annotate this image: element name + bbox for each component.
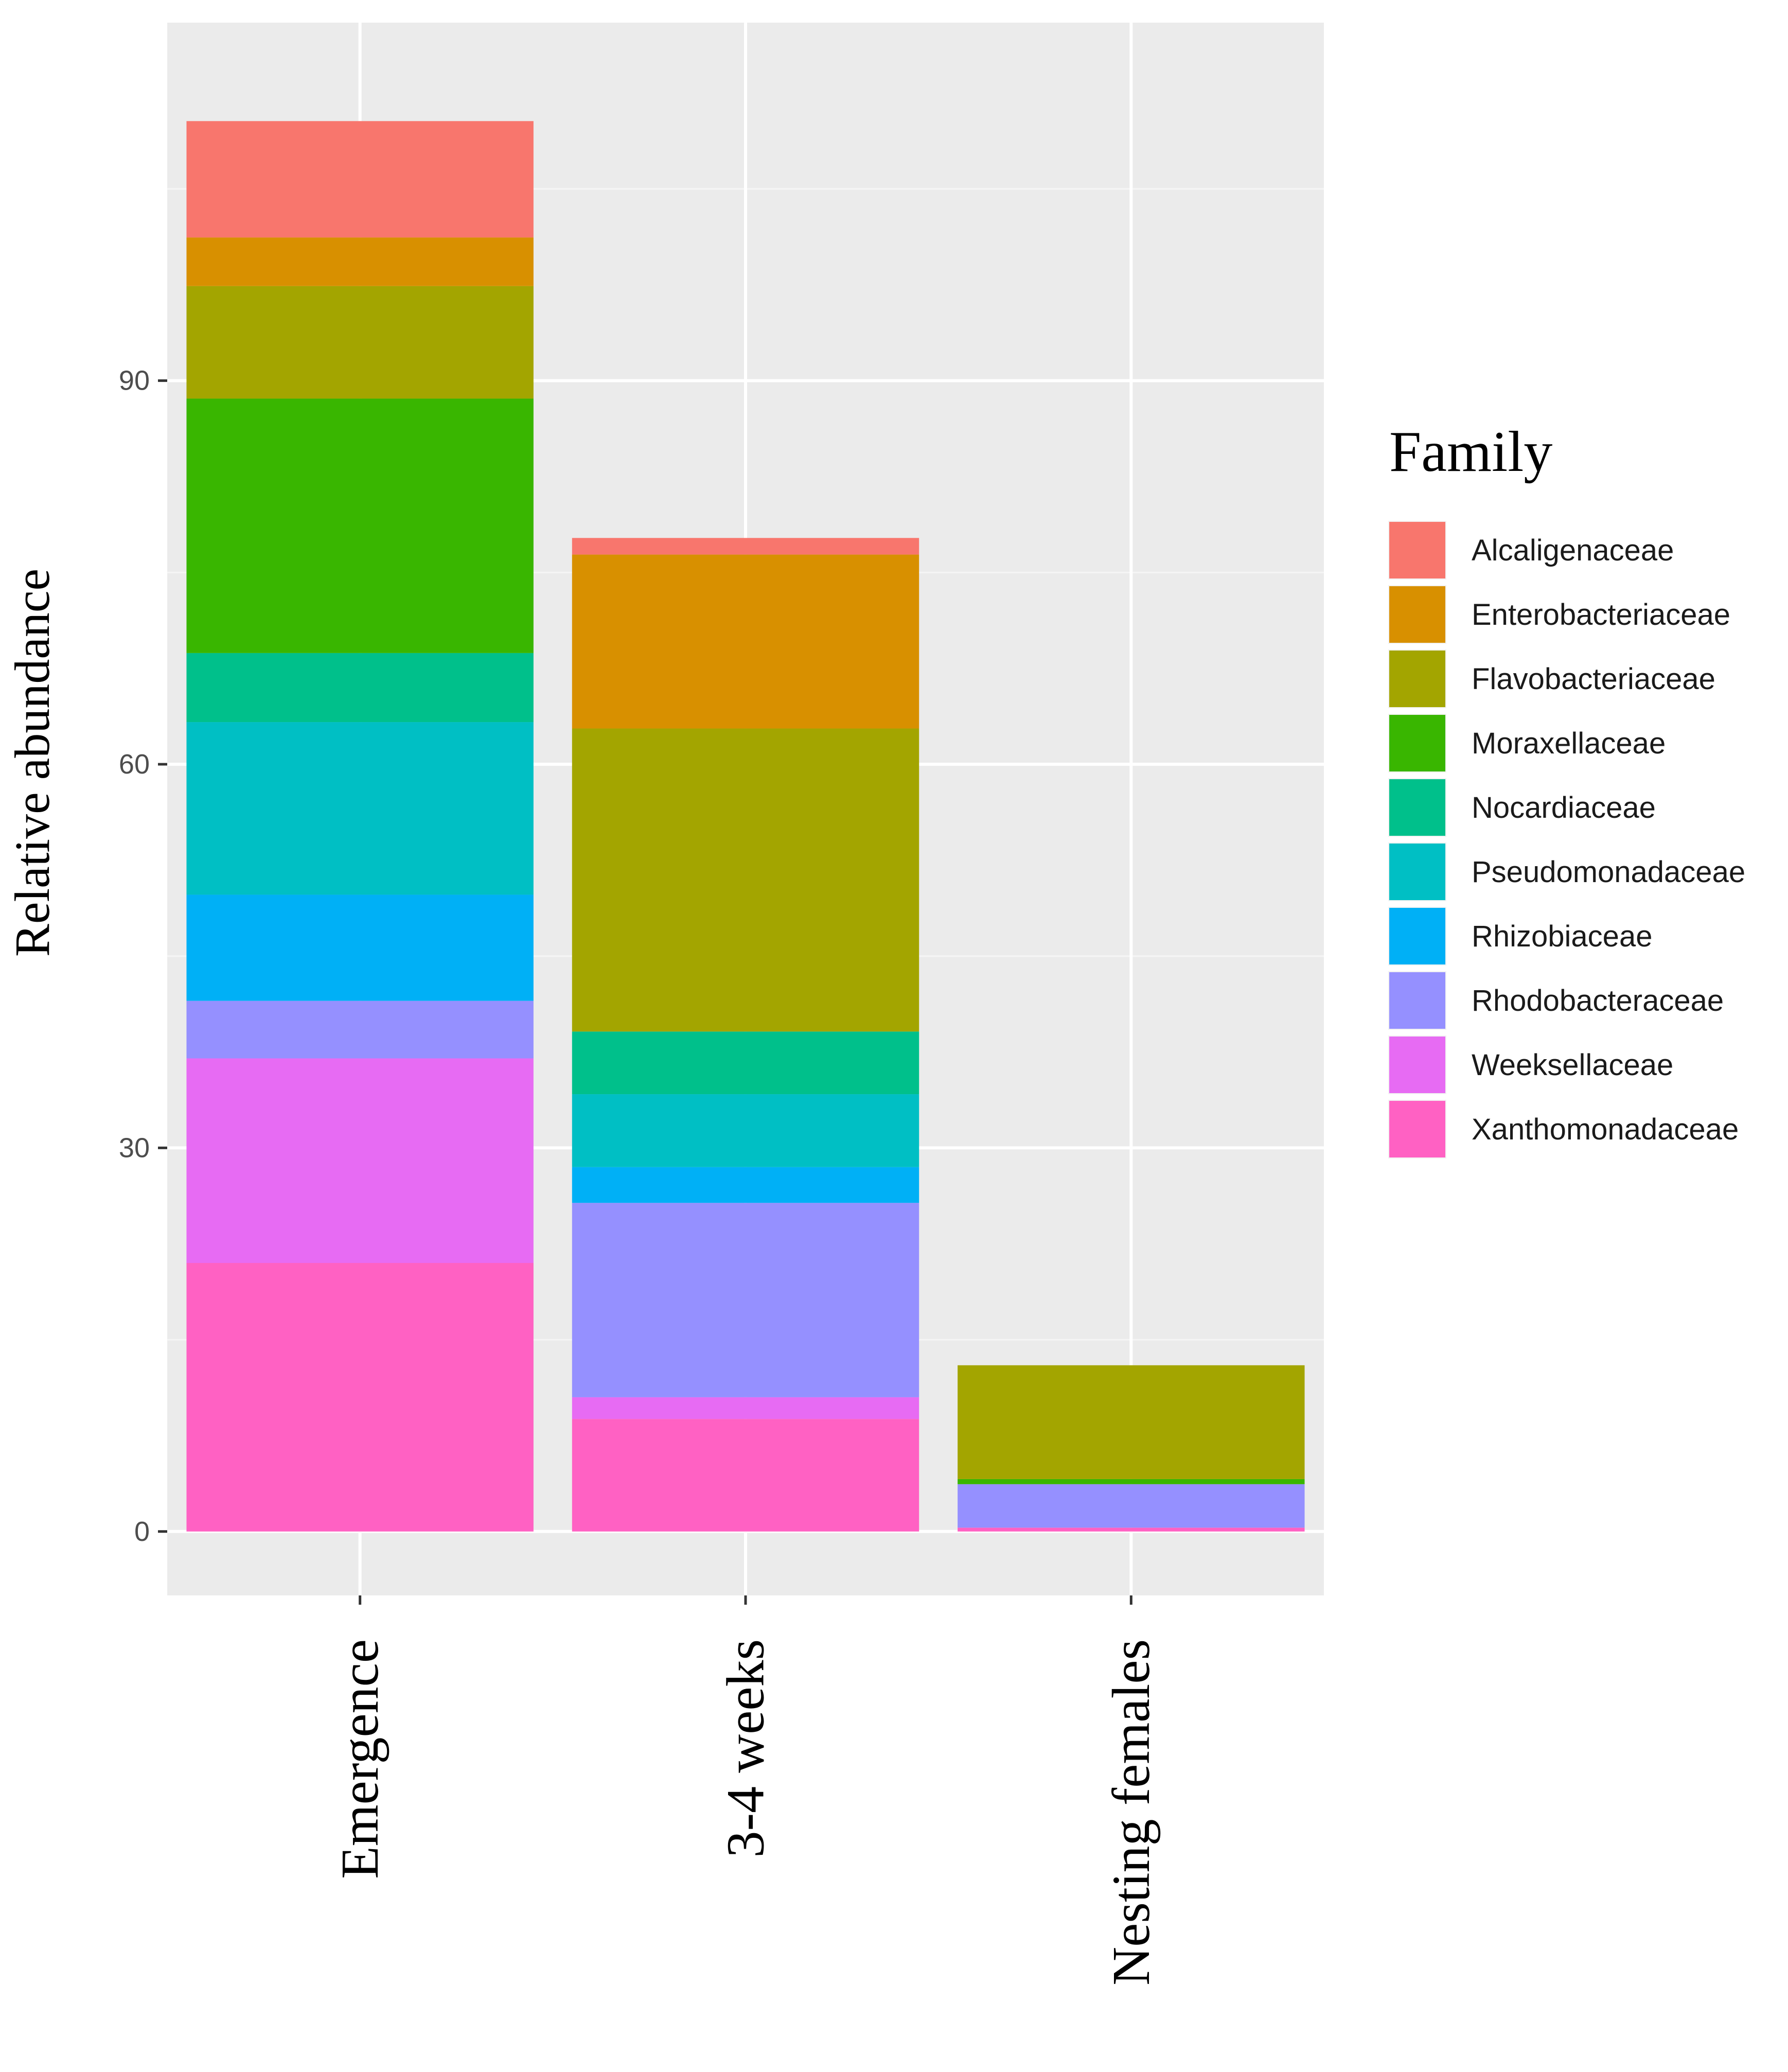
legend-swatch [1389, 1037, 1445, 1093]
x-tick-label: Nesting females [1102, 1639, 1161, 1986]
bar-segment [572, 538, 919, 555]
y-tick-label: 30 [119, 1132, 150, 1163]
bar-stacks [186, 121, 1305, 1532]
bar-stack [958, 1365, 1305, 1532]
legend-label: Nocardiaceae [1472, 791, 1656, 824]
bar-segment [572, 1397, 919, 1419]
legend-swatch [1389, 586, 1445, 643]
legend-swatch [1389, 972, 1445, 1029]
bar-stack [572, 538, 919, 1532]
legend-label: Rhodobacteraceae [1472, 984, 1724, 1017]
legend-item: Rhizobiaceae [1388, 907, 1652, 965]
y-tick-label: 90 [119, 365, 150, 396]
x-axis: Emergence 3-4 weeks Nesting females [330, 1595, 1161, 1986]
legend-label: Weeksellaceae [1472, 1048, 1673, 1082]
bar-segment [186, 722, 534, 895]
bar-segment [572, 554, 919, 729]
legend-swatch [1389, 1101, 1445, 1157]
legend-swatch [1389, 779, 1445, 836]
legend-items: Alcaligenaceae Enterobacteriaceae Flavobac… [1388, 521, 1745, 1158]
bar-segment [186, 121, 534, 238]
bar-segment [572, 1167, 919, 1203]
x-tick-label: Emergence [330, 1639, 390, 1879]
legend-label: Enterobacteriaceae [1472, 598, 1730, 631]
x-tick-label: 3-4 weeks [716, 1639, 775, 1858]
bar-segment [572, 728, 919, 1032]
legend-label: Flavobacteriaceae [1472, 662, 1715, 696]
legend: Family Alcaligenaceae Enterobacteriaceae F… [1388, 420, 1745, 1158]
bar-segment [572, 1031, 919, 1095]
legend-item: Pseudomonadaceae [1388, 842, 1745, 901]
bar-segment [572, 1203, 919, 1397]
y-tick-label: 60 [119, 749, 150, 780]
legend-item: Weeksellaceae [1388, 1035, 1673, 1094]
bar-segment [186, 237, 534, 286]
y-axis: 0 30 60 90 [119, 365, 167, 1547]
y-tick-label: 0 [134, 1516, 150, 1547]
bar-segment [186, 286, 534, 399]
bar-segment [186, 894, 534, 1001]
legend-swatch [1389, 715, 1445, 771]
legend-label: Pseudomonadaceae [1472, 855, 1745, 889]
legend-item: Rhodobacteraceae [1388, 971, 1724, 1030]
bar-segment [958, 1484, 1305, 1528]
bar-segment [186, 398, 534, 653]
bar-segment [186, 1263, 534, 1532]
legend-label: Xanthomonadaceae [1472, 1113, 1739, 1146]
legend-item: Flavobacteriaceae [1388, 649, 1715, 708]
bar-segment [958, 1365, 1305, 1479]
bar-segment [186, 653, 534, 723]
legend-item: Alcaligenaceae [1388, 521, 1674, 580]
legend-label: Moraxellaceae [1472, 727, 1666, 760]
legend-label: Rhizobiaceae [1472, 920, 1652, 953]
legend-swatch [1389, 522, 1445, 578]
legend-item: Xanthomonadaceae [1388, 1100, 1739, 1158]
bar-segment [186, 1000, 534, 1059]
legend-item: Enterobacteriaceae [1388, 585, 1730, 644]
y-axis-label: Relative abundance [5, 569, 60, 957]
bar-segment [186, 1058, 534, 1263]
legend-swatch [1389, 908, 1445, 964]
bar-stack [186, 121, 534, 1532]
legend-title: Family [1389, 420, 1552, 484]
legend-swatch [1389, 844, 1445, 900]
legend-label: Alcaligenaceae [1472, 534, 1674, 567]
bar-segment [572, 1419, 919, 1532]
legend-swatch [1389, 651, 1445, 707]
legend-item: Nocardiaceae [1388, 778, 1656, 837]
bar-segment [958, 1479, 1305, 1484]
bar-segment [958, 1527, 1305, 1532]
bar-segment [572, 1094, 919, 1167]
legend-item: Moraxellaceae [1388, 714, 1666, 772]
